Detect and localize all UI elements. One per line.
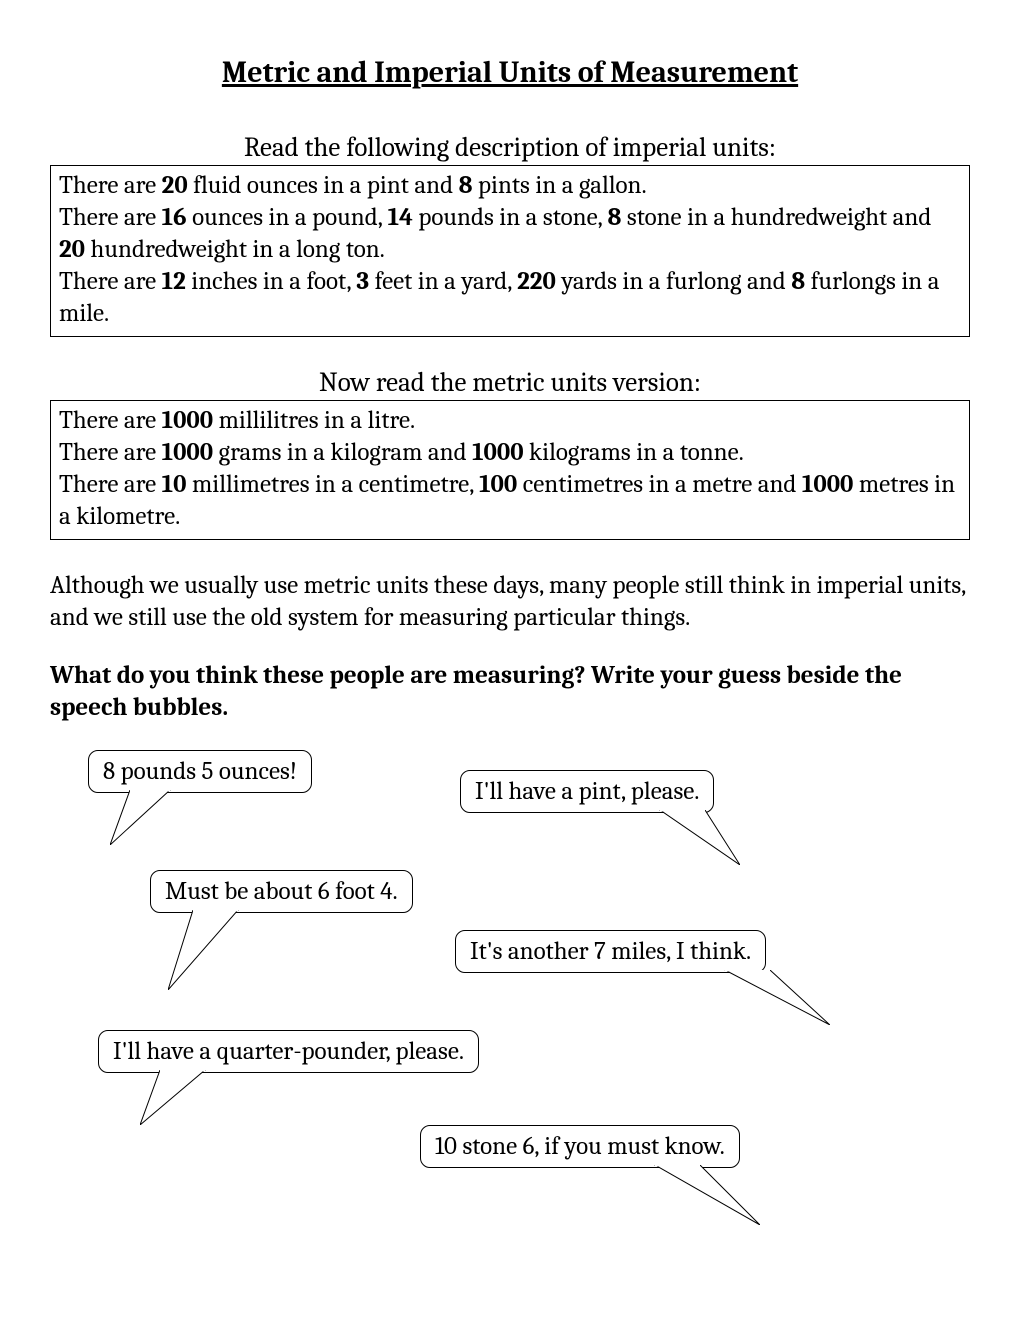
imperial-box: There are 20 fluid ounces in a pint and … xyxy=(50,165,970,337)
imperial-subheading: Read the following description of imperi… xyxy=(50,132,970,163)
speech-tail-6 xyxy=(640,1165,760,1225)
speech-bubbles-area: 8 pounds 5 ounces! I'll have a pint, ple… xyxy=(50,750,970,1270)
question-prompt: What do you think these people are measu… xyxy=(50,660,970,724)
speech-bubble-1: 8 pounds 5 ounces! xyxy=(88,750,312,793)
speech-tail-1 xyxy=(110,790,190,845)
speech-bubble-3: Must be about 6 foot 4. xyxy=(150,870,413,913)
speech-tail-4 xyxy=(710,970,830,1025)
speech-bubble-2: I'll have a pint, please. xyxy=(460,770,714,813)
speech-tail-3 xyxy=(168,910,258,990)
metric-subheading: Now read the metric units version: xyxy=(50,367,970,398)
speech-bubble-5: I'll have a quarter-pounder, please. xyxy=(98,1030,479,1073)
page-title: Metric and Imperial Units of Measurement xyxy=(50,55,970,90)
speech-tail-2 xyxy=(640,810,740,865)
metric-box: There are 1000 millilitres in a litre.Th… xyxy=(50,400,970,540)
worksheet-page: Metric and Imperial Units of Measurement… xyxy=(0,0,1020,1320)
speech-bubble-6: 10 stone 6, if you must know. xyxy=(420,1125,740,1168)
speech-tail-5 xyxy=(140,1070,230,1125)
speech-bubble-4: It's another 7 miles, I think. xyxy=(455,930,766,973)
intro-paragraph: Although we usually use metric units the… xyxy=(50,570,970,634)
